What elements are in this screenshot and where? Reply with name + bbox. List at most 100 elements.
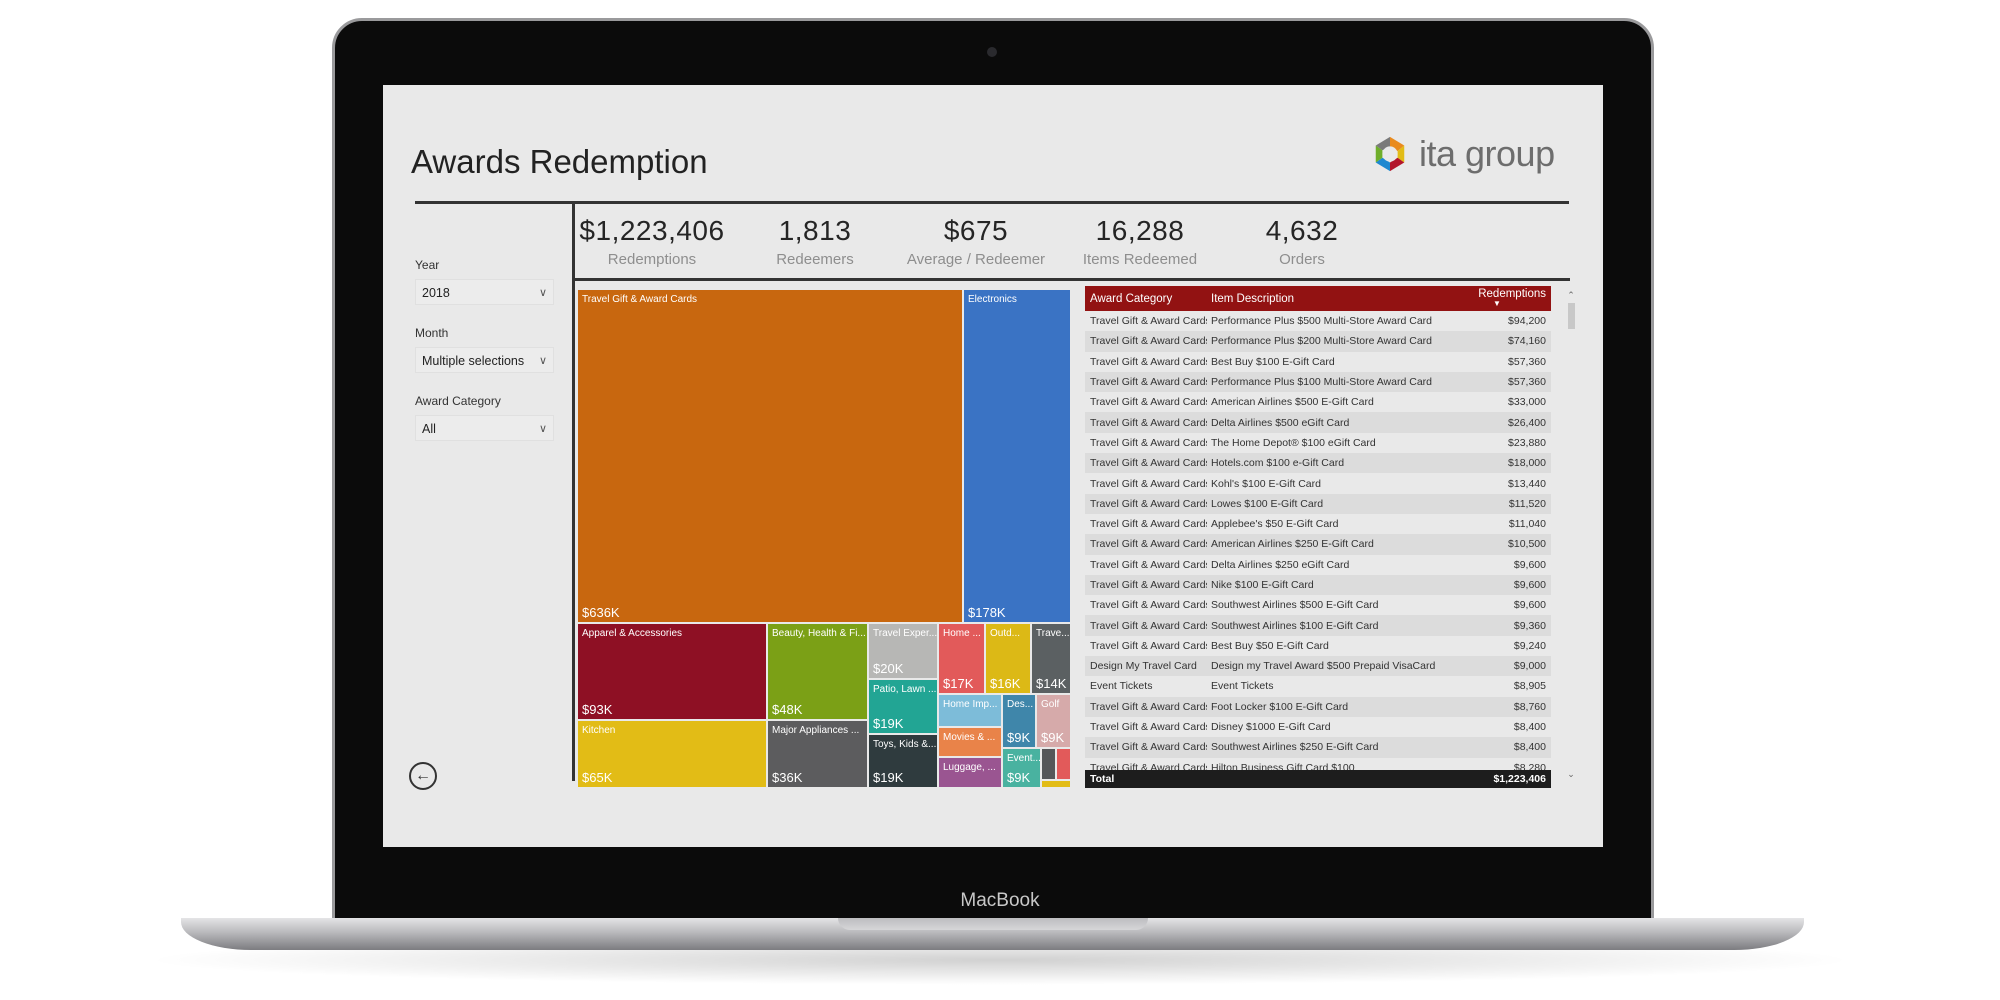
treemap-tile[interactable]: Apparel & Accessories $93K (578, 624, 766, 719)
column-header-redemptions[interactable]: Redemptions ▼ (1471, 288, 1551, 309)
treemap-tile[interactable]: Beauty, Health & Fi... $48K (768, 624, 867, 719)
table-cell: Delta Airlines $250 eGift Card (1211, 558, 1350, 571)
award-category-dropdown[interactable]: All ∨ (415, 415, 554, 441)
table-row[interactable]: Travel Gift & Award Cards Delta Airlines … (1085, 555, 1551, 575)
kpi-label: Redemptions (607, 251, 697, 268)
column-header-item-description[interactable]: Item Description (1211, 292, 1295, 305)
chevron-down-icon: ∨ (538, 287, 547, 299)
table-row[interactable]: Travel Gift & Award Cards Kohl's $100 E-G… (1085, 473, 1551, 493)
redemptions-table: Award Category Item Description Redempti… (1085, 286, 1551, 788)
treemap-tile[interactable]: Home ... $17K (939, 624, 984, 693)
table-cell: Design My Travel Card (1090, 660, 1197, 673)
treemap-tile[interactable] (1042, 749, 1055, 779)
table-cell: Travel Gift & Award Cards (1090, 315, 1207, 328)
table-cell: $11,520 (1508, 497, 1546, 510)
table-header: Award Category Item Description Redempti… (1085, 286, 1551, 311)
table-row[interactable]: Travel Gift & Award Cards Best Buy $50 E-… (1085, 636, 1551, 656)
tile-label: Apparel & Accessories (582, 628, 683, 639)
table-cell: $9,600 (1513, 579, 1546, 591)
table-cell: Travel Gift & Award Cards (1090, 355, 1207, 368)
table-row[interactable]: Design My Travel Card Design my Travel Aw… (1085, 656, 1551, 677)
table-row[interactable]: Travel Gift & Award Cards Delta Airlines … (1085, 412, 1551, 433)
table-row[interactable]: Travel Gift & Award Cards American Airlin… (1085, 392, 1551, 412)
table-cell: Performance Plus $200 Multi-Store Award … (1211, 335, 1432, 348)
treemap-tile[interactable]: Kitchen $65K (578, 721, 766, 787)
treemap-tile[interactable]: Travel Gift & Award Cards $636K (578, 290, 962, 622)
treemap-tile[interactable]: Travel Exper... $20K (869, 624, 937, 678)
tile-label: Beauty, Health & Fi... (772, 628, 866, 639)
table-cell: Travel Gift & Award Cards (1090, 376, 1207, 389)
table-row[interactable]: Travel Gift & Award Cards Applebee's $50 … (1085, 514, 1551, 534)
tile-value: $93K (582, 702, 613, 717)
filter-year: Year 2018 ∨ (415, 258, 554, 305)
table-row[interactable]: Travel Gift & Award Cards Performance Plu… (1085, 311, 1551, 331)
table-cell: Travel Gift & Award Cards (1090, 497, 1207, 510)
table-cell: Applebee's $50 E-Gift Card (1211, 518, 1339, 531)
table-row[interactable]: Travel Gift & Award Cards Best Buy $100 E… (1085, 352, 1551, 372)
filter-month: Month Multiple selections ∨ (415, 326, 554, 373)
treemap-tile[interactable]: Toys, Kids &... $19K (869, 735, 937, 787)
table-cell: Travel Gift & Award Cards (1090, 457, 1207, 470)
tile-label: Luggage, ... (943, 762, 996, 773)
table-row[interactable]: Travel Gift & Award Cards Hotels.com $100… (1085, 453, 1551, 474)
table-row[interactable]: Travel Gift & Award Cards American Airlin… (1085, 534, 1551, 555)
table-cell: Event Tickets (1090, 680, 1153, 693)
dropdown-value: All (422, 422, 436, 436)
scrollbar-thumb[interactable] (1567, 303, 1575, 329)
treemap-tile[interactable]: Outd... $16K (986, 624, 1030, 693)
table-row[interactable]: Travel Gift & Award Cards Performance Plu… (1085, 331, 1551, 352)
filter-award-category: Award Category All ∨ (415, 394, 554, 441)
tile-value: $9K (1041, 730, 1065, 745)
treemap-tile[interactable]: Patio, Lawn ... $19K (869, 680, 937, 733)
scroll-up-icon[interactable]: ⌃ (1567, 290, 1575, 300)
table-row[interactable]: Travel Gift & Award Cards Southwest Airli… (1085, 595, 1551, 615)
tile-label: Des... (1007, 699, 1034, 710)
table-cell: $8,280 (1513, 761, 1546, 770)
tile-label: Home ... (943, 628, 981, 639)
table-row[interactable]: Travel Gift & Award Cards Hilton Business… (1085, 758, 1551, 770)
treemap-tile[interactable]: Des... $9K (1003, 695, 1035, 747)
treemap-tile[interactable]: Trave... $14K (1032, 624, 1070, 693)
treemap-tile[interactable]: Luggage, ... (939, 758, 1001, 787)
table-row[interactable]: Travel Gift & Award Cards Performance Plu… (1085, 371, 1551, 393)
treemap-tile[interactable]: Major Appliances ... $36K (768, 721, 867, 787)
table-cell: $23,880 (1508, 436, 1546, 449)
table-row[interactable]: Travel Gift & Award Cards Southwest Airli… (1085, 615, 1551, 636)
tile-label: Outd... (990, 628, 1021, 639)
scroll-down-icon[interactable]: ⌄ (1567, 769, 1575, 779)
table-cell: Travel Gift & Award Cards (1090, 396, 1207, 409)
kpi-average: $675 Average / Redeemer (886, 215, 1066, 268)
table-row[interactable]: Travel Gift & Award Cards Disney $1000 E-… (1085, 717, 1551, 737)
table-total-row: Total $1,223,406 (1085, 770, 1551, 788)
treemap-tile[interactable] (1042, 781, 1070, 787)
back-arrow-button[interactable]: ← (409, 762, 437, 790)
treemap-tile[interactable] (1057, 749, 1070, 779)
month-dropdown[interactable]: Multiple selections ∨ (415, 347, 554, 373)
kpi-label: Orders (1279, 251, 1325, 268)
table-row[interactable]: Travel Gift & Award Cards Lowes $100 E-Gi… (1085, 493, 1551, 514)
table-row[interactable]: Travel Gift & Award Cards The Home Depot®… (1085, 433, 1551, 453)
table-row[interactable]: Event Tickets Event Tickets $8,905 (1085, 676, 1551, 696)
tile-value: $17K (943, 676, 974, 691)
tile-value: $16K (990, 676, 1021, 691)
tile-value: $636K (582, 605, 620, 620)
tile-label: Electronics (968, 294, 1017, 305)
filter-label: Year (415, 258, 440, 272)
treemap-tile[interactable]: Movies & ... (939, 728, 1001, 756)
table-cell: Travel Gift & Award Cards (1090, 436, 1207, 449)
table-row[interactable]: Travel Gift & Award Cards Nike $100 E-Gif… (1085, 574, 1551, 596)
treemap-tile[interactable]: Event... $9K (1003, 749, 1040, 787)
treemap-tile[interactable]: Golf $9K (1037, 695, 1070, 747)
column-header-award-category[interactable]: Award Category (1090, 292, 1173, 305)
table-row[interactable]: Travel Gift & Award Cards Foot Locker $10… (1085, 696, 1551, 717)
table-row[interactable]: Travel Gift & Award Cards Southwest Airli… (1085, 737, 1551, 758)
year-dropdown[interactable]: 2018 ∨ (415, 279, 554, 305)
table-cell: Best Buy $50 E-Gift Card (1211, 639, 1329, 652)
treemap-tile[interactable]: Home Imp... (939, 695, 1001, 726)
tile-label: Patio, Lawn ... (873, 684, 937, 695)
table-scrollbar[interactable]: ⌃ ⌄ (1566, 290, 1576, 780)
treemap-tile[interactable]: Electronics $178K (964, 290, 1070, 622)
tile-label: Travel Gift & Award Cards (582, 294, 698, 305)
table-cell: $94,200 (1508, 315, 1546, 328)
kpi-value: 1,813 (778, 215, 852, 246)
